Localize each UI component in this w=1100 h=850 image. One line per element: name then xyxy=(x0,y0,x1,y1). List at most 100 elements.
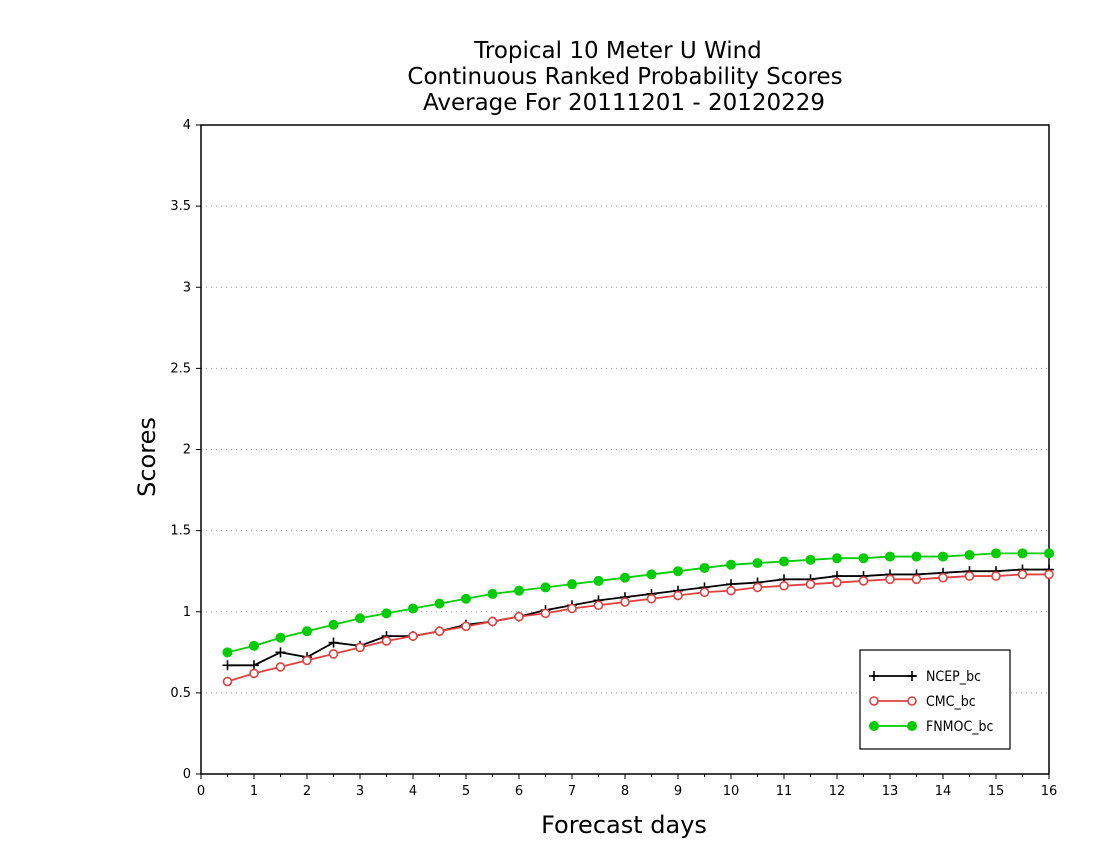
title-line-3: Average For 20111201 - 20120229 xyxy=(423,90,825,116)
data-point-cmc-bc xyxy=(355,642,365,653)
data-point-cmc-bc xyxy=(593,600,604,611)
x-tick-label: 1 xyxy=(250,784,258,799)
legend-label-cmc-bc: CMC_bc xyxy=(926,694,976,710)
title-line-1: Tropical 10 Meter U Wind xyxy=(473,38,762,64)
legend-item-ncep-bc: NCEP_bc xyxy=(869,669,981,685)
x-tick-label: 5 xyxy=(462,784,470,799)
x-tick-label: 12 xyxy=(829,784,846,799)
data-point-cmc-bc xyxy=(302,655,312,666)
data-point-fnmoc-bc xyxy=(355,613,365,624)
series-cmc-bc xyxy=(222,569,1054,687)
legend-box xyxy=(859,649,1011,750)
data-point-ncep-bc xyxy=(275,647,286,658)
data-point-cmc-bc xyxy=(858,576,869,586)
x-tick-label: 0 xyxy=(197,784,205,799)
x-tick-label: 14 xyxy=(935,784,952,799)
data-point-cmc-bc xyxy=(885,574,895,585)
x-tick-label: 8 xyxy=(621,784,629,799)
grid xyxy=(201,205,1049,694)
data-point-cmc-bc xyxy=(673,590,683,601)
data-point-cmc-bc xyxy=(832,577,842,588)
data-point-fnmoc-bc xyxy=(752,558,763,569)
data-point-fnmoc-bc xyxy=(434,598,445,609)
legend-marker-left-fnmoc-bc xyxy=(869,721,879,731)
data-point-fnmoc-bc xyxy=(779,556,789,567)
data-point-fnmoc-bc xyxy=(408,603,418,614)
data-point-cmc-bc xyxy=(991,571,1001,581)
y-tick-label: 3.5 xyxy=(170,199,191,214)
data-point-fnmoc-bc xyxy=(885,551,895,562)
data-point-fnmoc-bc xyxy=(805,554,816,565)
data-point-cmc-bc xyxy=(381,636,392,646)
data-point-fnmoc-bc xyxy=(593,575,604,586)
data-point-fnmoc-bc xyxy=(646,569,657,580)
data-point-cmc-bc xyxy=(805,579,816,589)
chart-title: Tropical 10 Meter U Wind Continuous Rank… xyxy=(407,38,842,116)
legend: NCEP_bc CMC_bc FNMOC_bc xyxy=(859,649,1011,750)
x-axis-label: Forecast days xyxy=(541,811,707,839)
y-tick-label: 3 xyxy=(183,280,191,295)
x-tick-label: 3 xyxy=(356,784,364,799)
x-tick-label: 9 xyxy=(674,784,682,799)
data-point-cmc-bc xyxy=(964,571,975,581)
data-point-fnmoc-bc xyxy=(567,579,577,590)
x-axis: 0 1 2 3 4 5 6 7 8 9 10 11 12 13 14 15 16 xyxy=(197,774,1057,799)
legend-marker-right-cmc-bc xyxy=(907,696,917,706)
y-tick-label: 0 xyxy=(183,767,191,782)
data-point-fnmoc-bc xyxy=(673,566,683,577)
data-point-fnmoc-bc xyxy=(461,593,471,604)
data-point-cmc-bc xyxy=(699,587,710,598)
data-point-cmc-bc xyxy=(249,668,259,679)
data-point-cmc-bc xyxy=(726,585,736,596)
data-point-fnmoc-bc xyxy=(302,626,312,637)
data-point-cmc-bc xyxy=(911,574,922,585)
data-point-cmc-bc xyxy=(408,631,418,641)
data-point-fnmoc-bc xyxy=(1017,548,1028,559)
data-point-fnmoc-bc xyxy=(328,619,339,630)
data-point-cmc-bc xyxy=(620,597,630,607)
data-point-fnmoc-bc xyxy=(911,551,922,562)
legend-marker-left-ncep-bc xyxy=(869,671,879,681)
x-tick-label: 15 xyxy=(988,784,1005,799)
data-point-cmc-bc xyxy=(779,580,789,591)
legend-label-fnmoc-bc: FNMOC_bc xyxy=(926,719,994,735)
y-tick-label: 1.5 xyxy=(170,524,191,539)
x-tick-label: 7 xyxy=(568,784,576,799)
data-point-fnmoc-bc xyxy=(222,647,233,658)
data-point-fnmoc-bc xyxy=(991,548,1001,559)
data-point-fnmoc-bc xyxy=(832,553,842,564)
data-point-fnmoc-bc xyxy=(487,588,498,599)
data-point-fnmoc-bc xyxy=(381,608,392,619)
x-tick-label: 10 xyxy=(723,784,740,799)
x-tick-label: 16 xyxy=(1041,784,1058,799)
data-point-cmc-bc xyxy=(752,582,763,593)
x-tick-label: 2 xyxy=(303,784,311,799)
data-point-fnmoc-bc xyxy=(1044,548,1054,559)
data-point-cmc-bc xyxy=(514,611,524,622)
data-point-fnmoc-bc xyxy=(514,585,524,596)
title-line-2: Continuous Ranked Probability Scores xyxy=(407,64,842,90)
data-point-fnmoc-bc xyxy=(726,559,736,570)
legend-marker-left-cmc-bc xyxy=(869,696,879,706)
y-axis: 0 0.5 1 1.5 2 2.5 3 3.5 4 xyxy=(170,118,201,782)
data-point-fnmoc-bc xyxy=(620,572,630,583)
data-point-cmc-bc xyxy=(487,616,498,627)
legend-item-cmc-bc: CMC_bc xyxy=(869,694,976,710)
legend-item-fnmoc-bc: FNMOC_bc xyxy=(869,719,994,735)
data-point-fnmoc-bc xyxy=(938,551,948,562)
data-point-cmc-bc xyxy=(540,608,551,619)
data-point-fnmoc-bc xyxy=(858,553,869,564)
y-tick-label: 2.5 xyxy=(170,361,191,376)
series xyxy=(222,548,1054,687)
data-point-cmc-bc xyxy=(275,662,286,672)
data-point-fnmoc-bc xyxy=(699,562,710,573)
data-point-ncep-bc xyxy=(328,637,339,648)
x-tick-label: 13 xyxy=(882,784,899,799)
x-tick-label: 11 xyxy=(776,784,793,799)
legend-marker-right-ncep-bc xyxy=(907,671,917,681)
data-point-fnmoc-bc xyxy=(275,632,286,643)
data-point-fnmoc-bc xyxy=(540,582,551,593)
y-tick-label: 4 xyxy=(183,118,191,133)
data-point-cmc-bc xyxy=(1044,569,1054,580)
data-point-cmc-bc xyxy=(461,621,471,632)
